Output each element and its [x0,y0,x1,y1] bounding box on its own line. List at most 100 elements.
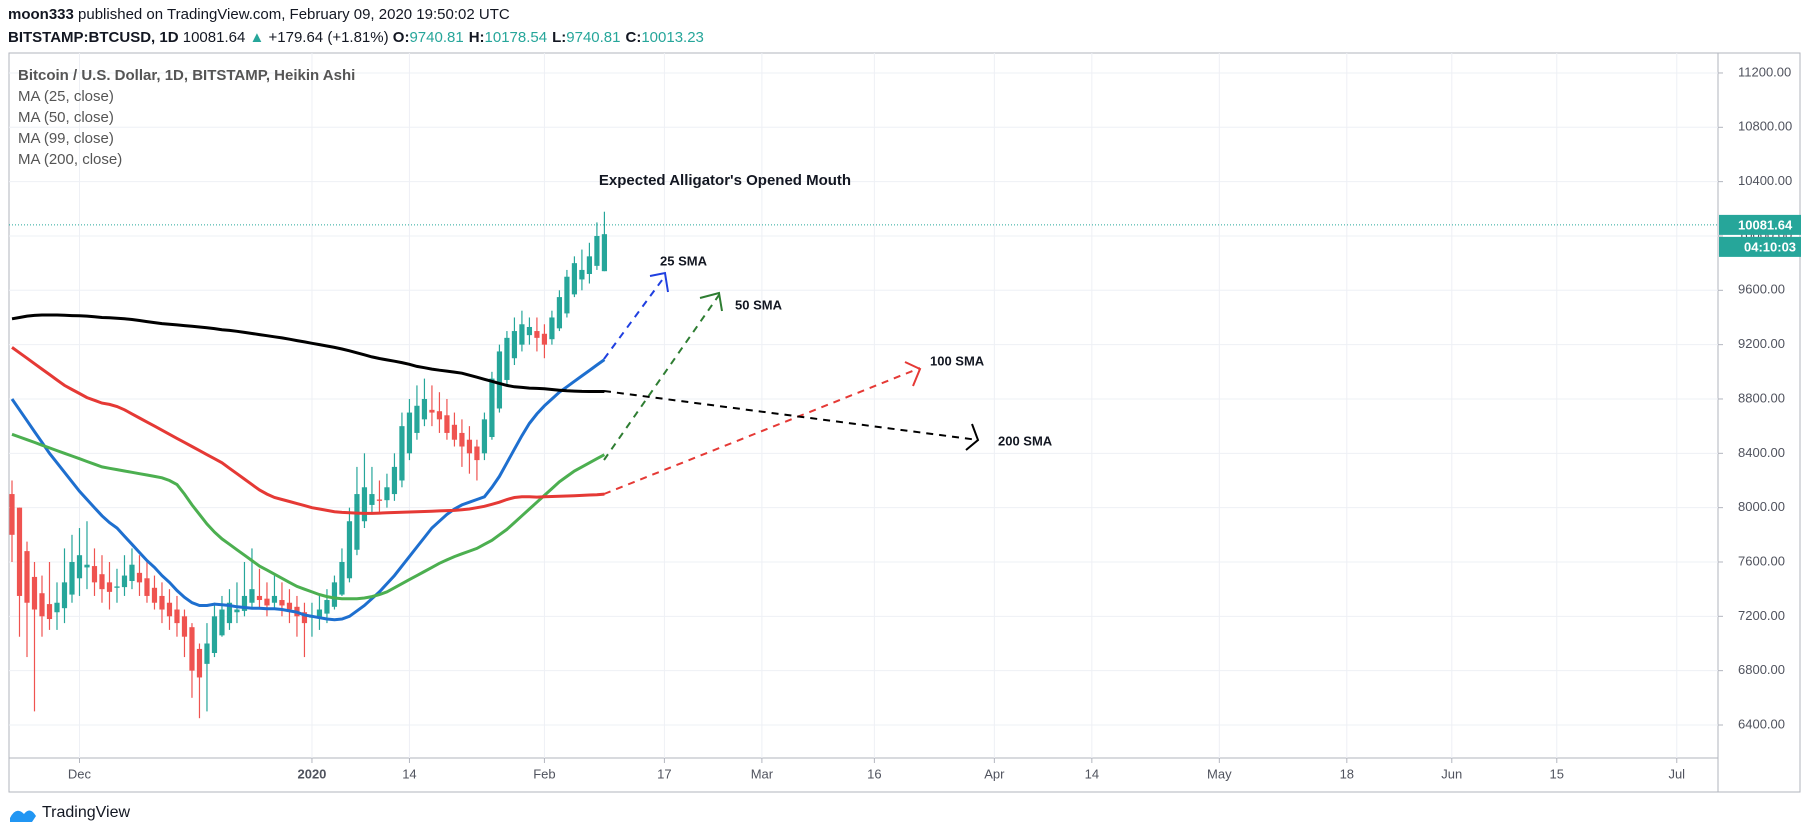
candle-body [399,426,405,481]
ohlc-value: 10178.54 [484,29,548,46]
candle-body [136,572,143,583]
candle-body [376,499,383,501]
x-tick-label: 14 [402,766,416,781]
ohlc-value: 9740.81 [566,29,621,46]
candle-body [151,587,158,603]
symbol: BITSTAMP:BTCUSD, 1D [8,29,179,46]
countdown: 04:10:03 [1744,239,1796,254]
candle-body [414,405,420,433]
candle-body [226,602,233,624]
legend-entry: MA (25, close) [18,88,114,105]
y-tick-label: 8400.00 [1738,445,1785,460]
candle-body [436,411,443,420]
price-label: 10081.64 [1738,217,1793,232]
candle-body [211,616,218,653]
candle-body [301,612,308,624]
candle-body [601,234,608,272]
candle-body [331,582,338,607]
grid [9,53,1718,758]
candle-body [579,269,585,280]
ohlc-value: 9740.81 [409,29,464,46]
legend-entry: MA (99, close) [18,130,114,147]
annotation-label: 100 SMA [930,353,985,368]
candle-body [279,600,285,606]
plot [9,211,1718,719]
candle-body [594,235,600,266]
candle-body [451,424,458,440]
arrow-head [649,271,669,293]
candle-body [39,593,45,617]
candle-body [129,564,135,582]
ohlc-value: 10013.23 [641,29,704,46]
annotation-title: Expected Alligator's Opened Mouth [599,172,851,189]
candle-body [256,595,263,601]
candle-body [316,609,323,618]
arrow-head [904,361,922,387]
candle-body [459,432,465,447]
annotation-label: 200 SMA [998,433,1053,448]
legend-entry: MA (200, close) [18,151,122,168]
x-tick-label: 18 [1340,766,1354,781]
candle-body [204,643,210,664]
up-arrow: ▲ [249,29,265,46]
candle-body [31,576,38,610]
candle-body [481,419,488,454]
y-tick-label: 7600.00 [1738,553,1785,568]
candle-body [121,575,128,588]
candle-body [369,494,375,505]
candle-body [504,337,510,380]
candle-body [474,446,480,461]
y-tick-label: 6400.00 [1738,716,1785,731]
projection-line [603,367,921,495]
candle-body [541,333,548,345]
candle-body [84,564,90,568]
y-tick-label: 10800.00 [1738,119,1792,134]
header-line-2: BITSTAMP:BTCUSD, 1D 10081.64 ▲ +179.64 (… [8,29,709,46]
projection-line [603,390,979,441]
candle-body [196,648,203,678]
projection-line [603,275,666,360]
candle-body [586,256,593,275]
x-tick-label: Jun [1441,766,1462,781]
candle-body [354,494,360,550]
legend-title: Bitcoin / U.S. Dollar, 1D, BITSTAMP, Hei… [18,67,355,84]
y-tick-label: 11200.00 [1738,64,1791,79]
candle-body [391,466,398,495]
candle-body [16,507,23,596]
y-tick-label: 9200.00 [1738,336,1785,351]
candle-body [271,595,278,603]
candle-body [496,351,503,409]
candle-body [466,439,473,454]
candle-body [219,609,225,636]
ma-line [10,358,606,622]
candle-body [384,487,390,501]
candle-body [421,398,428,420]
ohlc-label: C: [625,29,642,46]
candle-body [189,627,195,671]
ohlc-label: O: [392,29,410,46]
price-label-box [1719,214,1801,235]
x-tick-label: Feb [533,766,555,781]
published: published on TradingView.com, February 0… [78,6,510,23]
candle-body [549,317,555,340]
y-tick-label: 6800.00 [1738,662,1785,677]
x-tick-label: 15 [1550,766,1564,781]
ma-line [11,313,605,393]
candle-body [346,521,353,579]
candle-body [534,331,540,338]
candle-body [406,412,413,454]
y-tick-label: 9600.00 [1738,282,1785,297]
ma-line [11,432,606,601]
arrow-head [699,291,723,312]
candle-body [444,415,450,433]
candle-body [76,555,83,579]
candle-body [556,297,563,329]
candle-body [324,600,330,614]
candle-body [564,276,570,314]
candle-body [234,609,240,613]
candle-body [91,566,98,583]
brand: TradingView [42,804,130,821]
candle-body [264,598,270,606]
candle-body [286,602,293,610]
